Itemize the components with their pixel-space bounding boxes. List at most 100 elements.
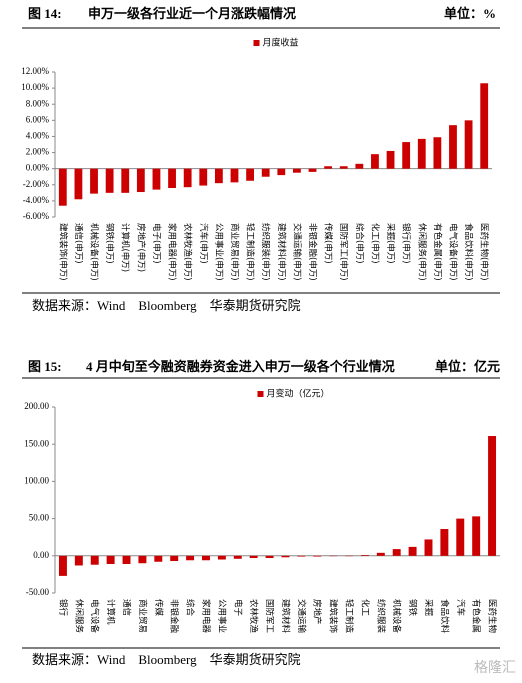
bar <box>424 539 433 556</box>
figure-title: 申万一级各行业近一个月涨跌幅情况 <box>88 6 296 21</box>
x-tick-label: 休闲服务(申万) <box>416 223 427 281</box>
bar <box>449 125 457 169</box>
bar <box>297 555 306 557</box>
x-tick-label: 商业贸易 <box>137 599 148 633</box>
bar <box>408 546 417 556</box>
bar <box>138 555 147 564</box>
y-tick-label: -50.00 <box>26 587 50 597</box>
x-tick-label: 计算机(申万) <box>120 223 131 272</box>
bar <box>214 168 223 184</box>
x-tick-label: 汽车(申万) <box>198 223 209 264</box>
bar <box>74 555 83 566</box>
bar <box>136 168 145 193</box>
figure-label: 图 15: <box>28 359 62 374</box>
bar <box>249 555 258 559</box>
x-tick-label: 化工 <box>359 599 370 617</box>
x-tick-label: 非银金融 <box>169 599 180 634</box>
y-tick-label: 200.00 <box>24 401 49 411</box>
figure-title: 4 月中旬至今融资融券资金进入申万一级各个行业情况 <box>86 359 395 374</box>
y-tick-label: 0.00% <box>26 163 50 173</box>
x-tick-label: 国防军工(申万) <box>338 223 349 281</box>
bar <box>58 555 67 576</box>
bar <box>277 168 286 176</box>
bar <box>106 555 115 564</box>
x-tick-label: 银行(申万) <box>401 223 412 264</box>
bar <box>246 168 254 181</box>
legend-swatch <box>253 40 260 46</box>
y-tick-label: -4.00% <box>23 195 50 205</box>
bar <box>202 555 210 561</box>
bar <box>121 168 130 193</box>
legend-swatch <box>257 391 264 397</box>
x-tick-label: 采掘(申万) <box>385 223 396 264</box>
x-tick-label: 轻工制造(申万) <box>245 223 256 281</box>
figure-unit: 单位：% <box>444 6 496 21</box>
x-tick-label: 化工(申万) <box>369 223 380 264</box>
bar <box>440 529 449 556</box>
x-tick-label: 农林牧渔(申万) <box>182 223 193 281</box>
y-tick-label: 10.00% <box>21 82 49 92</box>
x-tick-label: 国防军工 <box>264 599 275 634</box>
x-tick-label: 计算机 <box>105 599 116 625</box>
bar <box>281 555 290 558</box>
x-tick-label: 房地产(申万) <box>135 223 146 272</box>
x-tick-label: 农林牧渔 <box>248 599 259 634</box>
x-tick-label: 商业贸易(申万) <box>229 223 240 281</box>
x-tick-label: 有色金属(申万) <box>432 223 443 281</box>
bar <box>433 137 442 169</box>
bar <box>90 555 99 565</box>
x-tick-label: 食品饮料(申万) <box>463 223 474 281</box>
bar <box>154 555 163 562</box>
bar <box>355 163 364 169</box>
bar <box>480 83 489 169</box>
x-tick-label: 医药生物(申万) <box>479 223 490 281</box>
x-tick-label: 电子 <box>232 599 243 617</box>
bar <box>371 154 379 169</box>
x-tick-label: 家用电器(申万) <box>167 223 178 281</box>
x-tick-label: 家用电器 <box>200 599 211 634</box>
x-tick-label: 电气设备(申万) <box>447 223 458 281</box>
x-tick-label: 机械设备 <box>391 599 402 634</box>
x-tick-label: 纺织服装 <box>375 599 386 634</box>
x-tick-label: 休闲服务 <box>73 599 84 634</box>
bar <box>464 120 473 169</box>
bar <box>152 168 161 190</box>
x-tick-label: 钢铁 <box>407 599 418 617</box>
bar <box>386 150 395 169</box>
x-tick-label: 电子(申万) <box>151 223 162 264</box>
x-tick-label: 建筑装饰 <box>328 599 339 634</box>
x-tick-label: 建筑装饰(申万) <box>57 223 68 281</box>
bar <box>230 168 239 183</box>
x-tick-label: 医药生物 <box>487 599 498 634</box>
bar <box>105 168 114 193</box>
bar <box>261 168 270 177</box>
x-tick-label: 传媒 <box>153 599 164 617</box>
bar <box>183 168 192 188</box>
bar <box>74 168 83 200</box>
legend-label: 月度收益 <box>263 37 299 49</box>
y-tick-label: 4.00% <box>26 131 50 141</box>
bar <box>122 555 131 564</box>
x-tick-label: 公用事业(申万) <box>213 223 224 281</box>
figure-source: 数据来源：Wind Bloomberg 华泰期货研究院 <box>32 298 301 313</box>
y-tick-label: 50.00 <box>29 513 50 523</box>
figure-label: 图 14: <box>28 6 62 21</box>
bar <box>293 168 301 173</box>
x-tick-label: 纺织服装(申万) <box>260 223 271 281</box>
y-tick-label: 12.00% <box>21 66 49 76</box>
bar <box>472 516 481 556</box>
x-tick-label: 交通运输(申万) <box>291 223 302 281</box>
bar <box>168 168 176 188</box>
y-tick-label: -6.00% <box>23 211 50 221</box>
x-tick-label: 银行 <box>57 599 68 617</box>
bar <box>339 166 348 169</box>
x-tick-label: 综合(申万) <box>354 223 365 264</box>
bar <box>170 555 179 562</box>
bar <box>90 168 98 194</box>
x-tick-label: 房地产 <box>312 599 323 625</box>
watermark: 格隆汇 <box>474 660 516 676</box>
x-tick-label: 采掘 <box>423 599 434 616</box>
x-tick-label: 交通运输 <box>296 599 307 634</box>
bar <box>308 168 317 172</box>
